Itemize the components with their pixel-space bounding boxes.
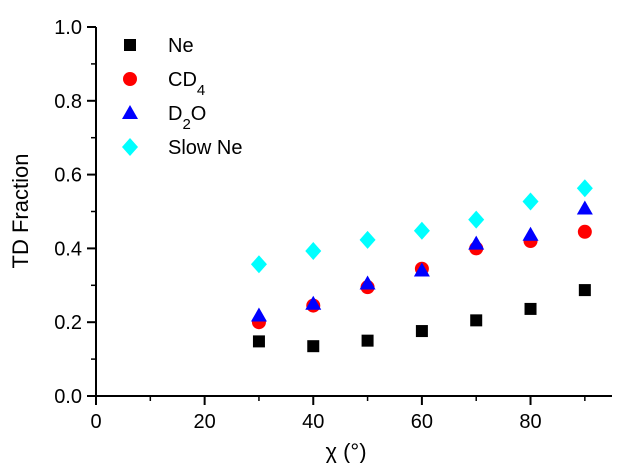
legend-label-cd4: CD4: [168, 69, 205, 99]
data-point-d2o: [576, 200, 593, 215]
legend: Ne CD4 D2O Slow Ne: [122, 35, 242, 159]
x-tick-label: 20: [194, 411, 216, 433]
data-point-slow-ne: [576, 179, 593, 198]
data-point-ne: [578, 284, 591, 297]
data-point-ne: [361, 334, 374, 347]
y-tick-label: 0.8: [54, 91, 82, 113]
data-point-ne: [307, 340, 320, 353]
x-tick-label: 40: [302, 411, 324, 433]
legend-label-d2o: D2O: [168, 103, 206, 133]
y-tick-label: 0.2: [54, 312, 82, 334]
data-point-slow-ne: [468, 210, 485, 229]
data-point-ne: [415, 325, 428, 338]
data-point-d2o: [250, 307, 267, 322]
legend-marker-ne: [124, 39, 136, 51]
legend-marker-slow-ne: [122, 138, 138, 156]
data-point-d2o: [359, 275, 376, 290]
y-tick-label: 1.0: [54, 17, 82, 39]
x-axis-label: χ (°): [325, 439, 366, 463]
y-axis-label: TD Fraction: [8, 154, 33, 269]
data-point-slow-ne: [305, 241, 322, 260]
legend-label-slow-ne: Slow Ne: [168, 137, 242, 159]
legend-marker-d2o: [122, 105, 138, 119]
data-point-slow-ne: [250, 255, 267, 274]
data-point-ne: [524, 302, 537, 315]
data-point-slow-ne: [522, 192, 539, 211]
data-point-slow-ne: [359, 230, 376, 249]
data-marks: [250, 179, 593, 353]
x-tick-label: 0: [90, 411, 101, 433]
data-point-d2o: [468, 235, 485, 250]
data-point-d2o: [522, 226, 539, 241]
y-tick-label: 0.0: [54, 386, 82, 408]
data-point-ne: [252, 335, 265, 348]
legend-marker-cd4: [123, 72, 137, 86]
data-point-cd4: [577, 224, 592, 239]
data-point-ne: [470, 314, 483, 327]
data-point-slow-ne: [413, 221, 430, 240]
y-tick-label: 0.4: [54, 238, 82, 260]
data-point-d2o: [305, 295, 322, 310]
y-tick-label: 0.6: [54, 165, 82, 187]
ticks: 0 20 40 60 80 0.0 0.2 0.4 0.6 0.8 1.0: [54, 17, 586, 433]
legend-label-ne: Ne: [168, 35, 194, 57]
x-tick-label: 60: [411, 411, 433, 433]
data-point-d2o: [413, 262, 430, 277]
x-tick-label: 80: [519, 411, 541, 433]
